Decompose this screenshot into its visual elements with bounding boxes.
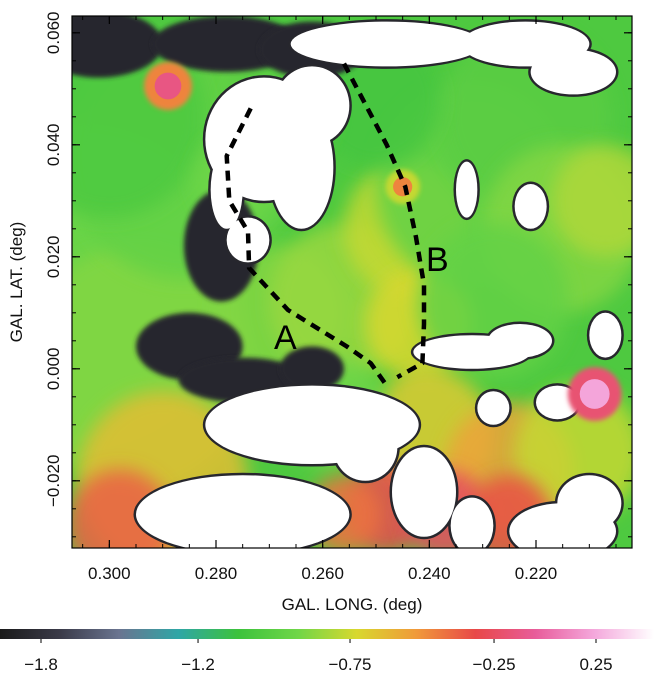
region-annotations: AB [274, 241, 449, 357]
y-tick-label: −0.020 [44, 455, 63, 507]
y-axis: 0.060 0.040 0.020 0.000 −0.020 [44, 12, 632, 538]
dashed-path-overlays [224, 62, 427, 387]
x-tick-label: 0.260 [301, 564, 344, 583]
blank-region-17 [450, 497, 494, 548]
blank-region-19 [557, 475, 622, 532]
blank-region-7 [530, 49, 616, 95]
dark-region-6 [280, 346, 344, 392]
colorbar-ticks: −1.8 −1.2 −0.75 −0.25 0.25 [24, 639, 613, 674]
colorbar-tick-label: −1.8 [24, 655, 58, 674]
blank-region-9 [514, 184, 547, 229]
compact-sources [144, 62, 622, 421]
intensity-blob-14 [552, 144, 632, 257]
blank-region-2 [269, 105, 334, 229]
y-tick-label: 0.020 [44, 236, 63, 279]
x-tick-label: 0.300 [88, 564, 131, 583]
blank-region-15 [333, 413, 398, 481]
blank-region-8 [456, 161, 478, 218]
annotation-b: B [426, 241, 449, 279]
y-axis-title: GAL. LAT. (deg) [7, 222, 26, 343]
dark-region-0 [72, 16, 163, 78]
blank-region-14 [136, 475, 350, 548]
blanked-regions [133, 19, 624, 548]
source-core-1 [579, 379, 610, 409]
x-axis: 0.300 0.280 0.260 0.240 0.220 [82, 16, 617, 583]
y-tick-label: 0.040 [44, 124, 63, 167]
plot-area: AB [71, 15, 633, 549]
source-core-0 [154, 72, 182, 100]
x-tick-label: 0.220 [515, 564, 558, 583]
colorbar: −1.8 −1.2 −0.75 −0.25 0.25 [0, 629, 654, 674]
colorbar-tick-label: −1.2 [181, 655, 215, 674]
x-tick-label: 0.240 [408, 564, 451, 583]
dashed-path-a [224, 107, 389, 387]
x-axis-title: GAL. LONG. (deg) [282, 595, 423, 614]
annotation-a: A [274, 319, 297, 357]
plot-frame [71, 15, 633, 549]
colorbar-tick-label: −0.75 [329, 655, 372, 674]
colorbar-tick-label: 0.25 [579, 655, 612, 674]
colorbar-tick-label: −0.25 [473, 655, 516, 674]
blank-region-16 [392, 447, 456, 537]
source-core-2 [393, 177, 413, 197]
colorbar-strip [0, 629, 654, 639]
y-tick-label: 0.060 [44, 12, 63, 55]
dashed-path-b [342, 62, 427, 380]
blank-region-11 [488, 324, 552, 358]
blank-region-5 [290, 21, 483, 67]
y-tick-label: 0.000 [44, 348, 63, 391]
blank-region-20 [477, 391, 510, 425]
blank-region-12 [589, 312, 622, 358]
x-tick-label: 0.280 [195, 564, 238, 583]
